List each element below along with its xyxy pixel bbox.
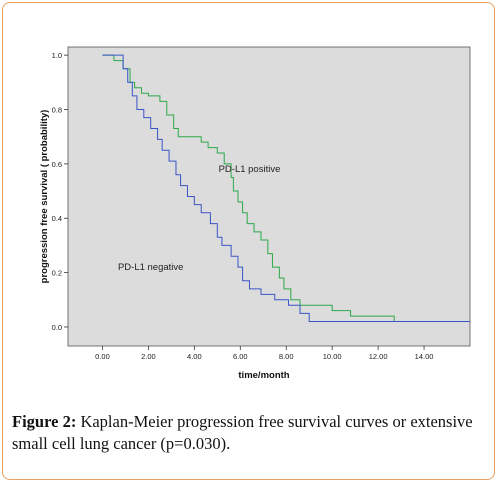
y-axis: 0.0 0.2 0.4 0.6 0.8 1.0 (52, 51, 68, 332)
x-tick-label: 10.00 (323, 352, 342, 361)
y-tick-label: 1.0 (52, 51, 62, 60)
y-tick-label: 0.6 (52, 160, 62, 169)
x-tick-label: 6.00 (233, 352, 248, 361)
survival-curves (102, 54, 470, 323)
y-tick-label: 0.4 (52, 214, 62, 223)
x-axis: 0.00 2.00 4.00 6.00 8.00 10.00 12.00 14.00 (95, 346, 433, 361)
annotations: PD-L1 positive PD-L1 negative (118, 164, 280, 273)
y-axis-label: progression free survival ( probability) (39, 110, 50, 284)
x-tick-label: 2.00 (141, 352, 156, 361)
y-tick-label: 0.8 (52, 106, 62, 115)
caption-text: Kaplan-Meier progression free survival c… (12, 412, 473, 453)
x-tick-label: 4.00 (187, 352, 202, 361)
figure-caption: Figure 2: Kaplan-Meier progression free … (12, 411, 490, 455)
plot-area (67, 46, 471, 347)
curve-pd-l1-positive (102, 54, 470, 323)
y-tick-label: 0.0 (52, 323, 62, 332)
caption-lead: Figure 2: (12, 412, 77, 431)
x-axis-label: time/month (238, 370, 289, 381)
km-chart: 0.0 0.2 0.4 0.6 0.8 1.0 0.00 2.00 4.00 6.00 8.00 1… (39, 46, 471, 381)
x-tick-label: 8.00 (279, 352, 294, 361)
x-tick-label: 0.00 (95, 352, 110, 361)
x-tick-label: 14.00 (415, 352, 434, 361)
y-tick-label: 0.2 (52, 269, 62, 278)
x-tick-label: 12.00 (369, 352, 388, 361)
annotation-pd-l1-positive: PD-L1 positive (219, 164, 281, 175)
annotation-pd-l1-negative: PD-L1 negative (118, 262, 183, 273)
curve-pd-l1-negative (102, 54, 470, 323)
